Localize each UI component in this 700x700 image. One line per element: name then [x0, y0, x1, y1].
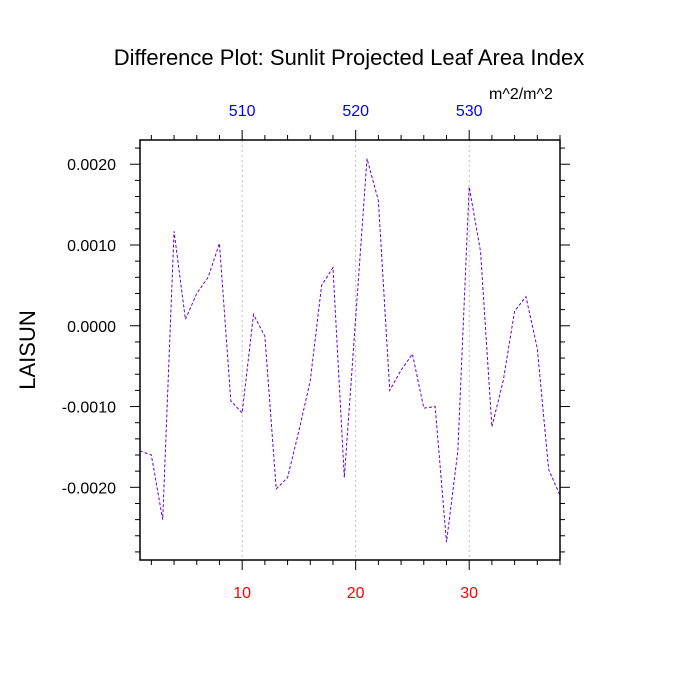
y-tick-label: -0.0010 [62, 400, 116, 417]
x-bottom-tick-label: 20 [347, 585, 365, 602]
x-top-tick-label: 520 [342, 103, 369, 120]
y-tick-labels: -0.0020 -0.0010 0.0000 0.0010 0.0020 [62, 157, 116, 497]
plot-frame [139, 139, 561, 561]
x-bottom-tick-label: 10 [233, 585, 251, 602]
x-bottom-tick-label: 30 [460, 585, 478, 602]
x-top-tick-label: 530 [456, 103, 483, 120]
y-tick-label: 0.0000 [67, 319, 116, 336]
x-bottom-tick-labels: 10 20 30 [233, 585, 478, 602]
units-label: m^2/m^2 [489, 86, 553, 103]
chart-title: Difference Plot: Sunlit Projected Leaf A… [114, 45, 584, 70]
grid-lines [241, 140, 470, 560]
y-axis-label: LAISUN [15, 310, 40, 389]
axis-ticks [130, 130, 570, 570]
x-top-tick-labels: 510 520 530 [229, 103, 483, 120]
y-tick-label: 0.0010 [67, 238, 116, 255]
y-tick-label: -0.0020 [62, 480, 116, 497]
y-tick-label: 0.0020 [67, 157, 116, 174]
series-line [139, 158, 561, 543]
plot-series [139, 158, 561, 543]
x-top-tick-label: 510 [229, 103, 256, 120]
